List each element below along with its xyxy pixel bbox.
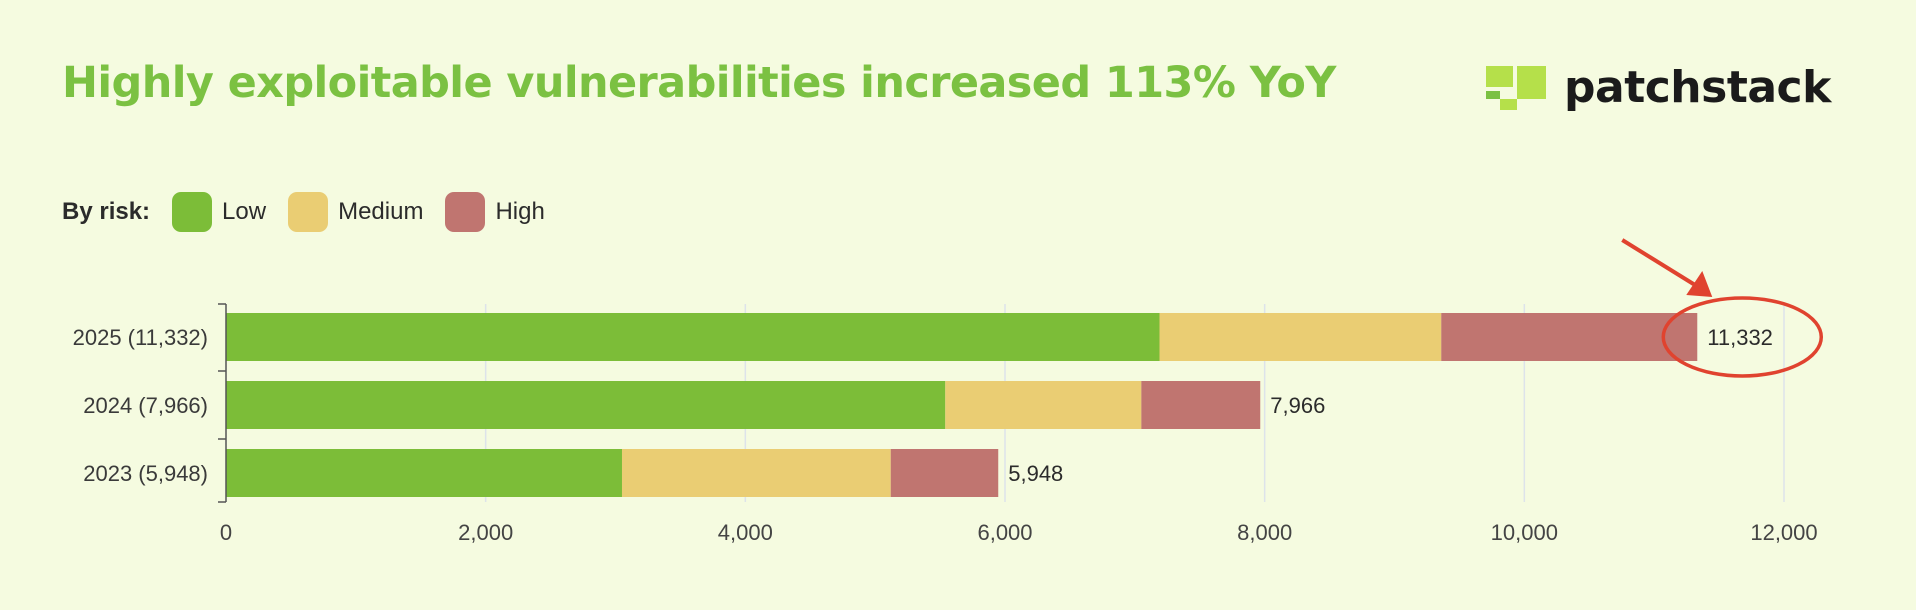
legend-label: By risk: [62, 198, 151, 225]
bar-high-2 [890, 449, 999, 497]
legend-item-high[interactable]: High [445, 192, 545, 232]
x-tick-label: 10,000 [1491, 520, 1558, 545]
bar-high-1 [1141, 381, 1261, 429]
x-tick-label: 4,000 [718, 520, 773, 545]
bar-low-0 [226, 313, 1160, 361]
chart-title: Highly exploitable vulnerabilities incre… [62, 58, 1336, 108]
x-tick-label: 0 [220, 520, 232, 545]
y-tick-label: 2023 (5,948) [83, 461, 208, 486]
brand-name: patchstack [1564, 62, 1831, 113]
total-label: 11,332 [1707, 325, 1773, 350]
annotation-circle [1661, 296, 1824, 378]
x-tick-label: 6,000 [977, 520, 1032, 545]
x-tick-label: 2,000 [458, 520, 513, 545]
total-label: 7,966 [1270, 393, 1325, 418]
bar-high-0 [1441, 313, 1698, 361]
legend-text-medium: Medium [338, 198, 424, 225]
legend: By risk: Low Medium High [62, 192, 567, 232]
bar-medium-2 [621, 449, 891, 497]
y-tick-label: 2024 (7,966) [83, 393, 208, 418]
patchstack-logo: patchstack [1486, 66, 1831, 110]
y-tick-label: 2025 (11,332) [73, 325, 208, 350]
total-label: 5,948 [1008, 461, 1063, 486]
legend-text-low: Low [222, 198, 267, 225]
legend-item-low[interactable]: Low [172, 192, 266, 232]
bar-low-2 [226, 449, 622, 497]
x-tick-label: 8,000 [1237, 520, 1292, 545]
annotation-arrow-head [1686, 271, 1713, 297]
patchstack-logo-mark-icon [1486, 66, 1546, 110]
bar-medium-1 [945, 381, 1142, 429]
legend-swatch-medium [288, 192, 329, 232]
legend-text-high: High [495, 198, 545, 225]
annotation-arrow-line [1621, 238, 1700, 289]
legend-swatch-high [445, 192, 486, 232]
bar-medium-0 [1159, 313, 1442, 361]
legend-swatch-low [172, 192, 213, 232]
legend-item-medium[interactable]: Medium [288, 192, 423, 232]
bar-low-1 [226, 381, 946, 429]
x-tick-label: 12,000 [1750, 520, 1817, 545]
